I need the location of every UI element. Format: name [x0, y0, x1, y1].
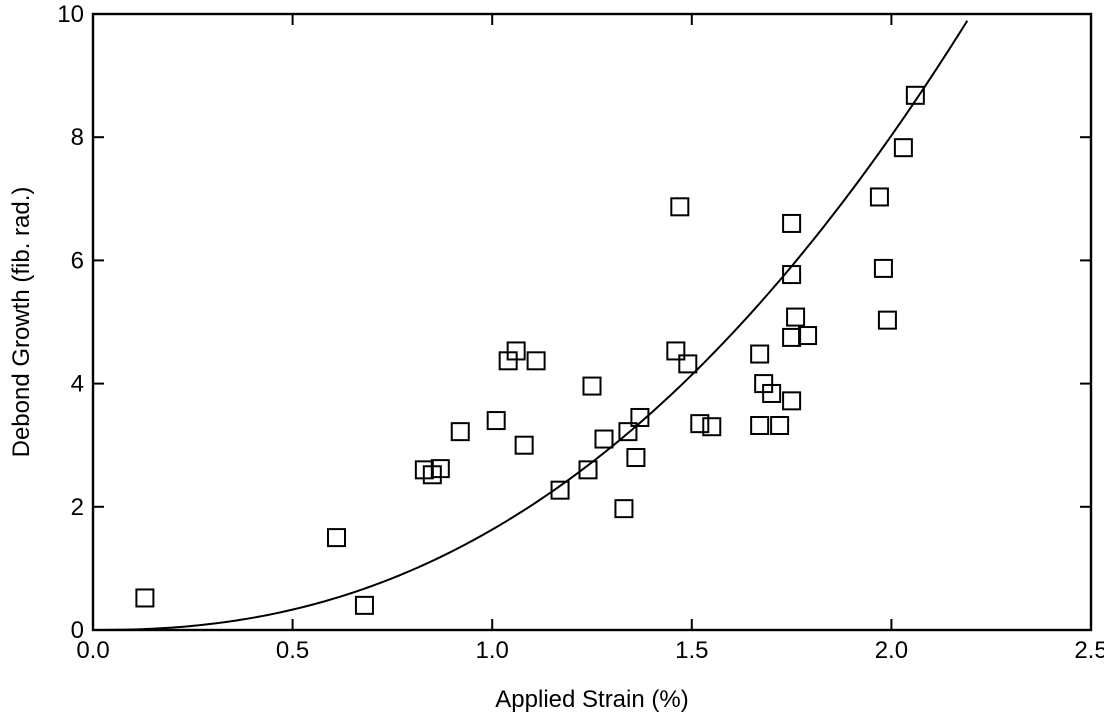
- data-point-11: [514, 435, 534, 455]
- data-point-40: [893, 138, 913, 158]
- data-point-21: [666, 341, 686, 361]
- plot-area: [93, 20, 969, 630]
- axis-tick-labels: 0.0 0.5 1.0 1.5 2.0 2.5 0 2 4 6 8 10: [57, 1, 1104, 664]
- data-point-18: [618, 422, 638, 442]
- data-point-22: [670, 197, 690, 217]
- axis-ticks: [92, 13, 1092, 631]
- y-tick-label: 8: [71, 124, 84, 151]
- x-tick-label: 1.0: [476, 637, 509, 664]
- data-point-12: [526, 351, 546, 371]
- data-point-6: [430, 459, 450, 479]
- data-point-13: [550, 480, 570, 500]
- x-tick-label: 2.5: [1074, 637, 1104, 664]
- y-tick-label: 2: [71, 494, 84, 521]
- data-point-33: [782, 265, 802, 285]
- y-tick-label: 4: [71, 371, 84, 398]
- x-tick-label: 2.0: [875, 637, 908, 664]
- data-point-34: [782, 213, 802, 233]
- data-point-2: [327, 528, 347, 548]
- x-tick-label: 1.5: [675, 637, 708, 664]
- data-point-24: [690, 414, 710, 434]
- x-tick-label: 0.0: [76, 637, 109, 664]
- data-point-1: [135, 588, 155, 608]
- data-point-7: [450, 422, 470, 442]
- data-point-20: [630, 407, 650, 427]
- data-point-8: [486, 411, 506, 431]
- data-point-16: [594, 429, 614, 449]
- data-point-19: [626, 448, 646, 468]
- data-point-3: [354, 595, 374, 615]
- data-point-37: [869, 187, 889, 207]
- data-point-23: [678, 354, 698, 374]
- data-point-15: [582, 376, 602, 396]
- data-point-26: [750, 415, 770, 435]
- y-tick-label: 0: [71, 617, 84, 644]
- data-point-38: [873, 258, 893, 278]
- data-point-31: [782, 391, 802, 411]
- data-point-35: [786, 307, 806, 327]
- y-tick-label: 10: [57, 1, 84, 28]
- plot-frame: [91, 12, 1093, 632]
- data-point-27: [750, 344, 770, 364]
- y-axis-label: Debond Growth (fib. rad.): [8, 187, 35, 458]
- fit-curve: [93, 20, 969, 630]
- data-point-32: [782, 327, 802, 347]
- data-point-39: [877, 310, 897, 330]
- x-axis-label: Applied Strain (%): [495, 686, 688, 713]
- data-point-30: [770, 415, 790, 435]
- data-point-29: [762, 383, 782, 403]
- data-point-10: [506, 341, 526, 361]
- y-tick-label: 6: [71, 247, 84, 274]
- data-point-25: [702, 417, 722, 437]
- data-point-36: [798, 326, 818, 346]
- data-point-14: [578, 460, 598, 480]
- data-point-17: [614, 499, 634, 519]
- data-point-41: [905, 85, 925, 105]
- x-tick-label: 0.5: [276, 637, 309, 664]
